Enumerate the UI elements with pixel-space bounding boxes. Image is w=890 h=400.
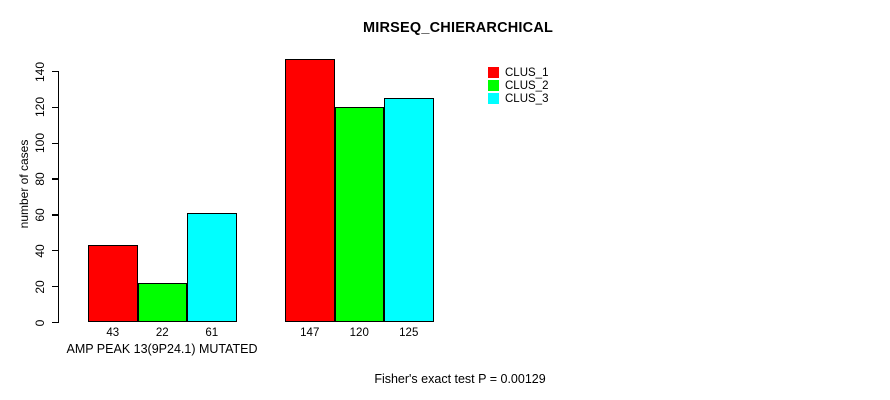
bar-value-label: 125 bbox=[399, 327, 419, 339]
legend-swatch bbox=[488, 80, 499, 91]
y-tick-label: 60 bbox=[33, 208, 47, 222]
bar-clus_2-group2 bbox=[334, 107, 384, 323]
y-axis-line bbox=[58, 71, 60, 323]
bar-clus_1-group2 bbox=[285, 58, 335, 323]
y-tick-label: 0 bbox=[33, 319, 47, 326]
y-axis-label: number of cases bbox=[17, 139, 31, 229]
y-tick-label: 40 bbox=[33, 244, 47, 258]
bar-clus_2-group1 bbox=[137, 283, 187, 323]
y-tick-label: 140 bbox=[33, 61, 47, 82]
y-tick-mark bbox=[51, 106, 59, 109]
bar-clus_3-group2 bbox=[384, 98, 434, 323]
bar-value-label: 22 bbox=[155, 327, 169, 339]
y-tick-mark bbox=[51, 70, 59, 73]
legend: CLUS_1 CLUS_2 CLUS_3 bbox=[488, 66, 548, 105]
chart-title: MIRSEQ_CHIERARCHICAL bbox=[362, 20, 554, 36]
legend-item: CLUS_2 bbox=[488, 79, 548, 92]
footnote: Fisher's exact test P = 0.00129 bbox=[374, 372, 546, 386]
bar-clus_1-group1 bbox=[88, 245, 138, 323]
legend-label: CLUS_1 bbox=[505, 66, 549, 79]
x-axis-label: AMP PEAK 13(9P24.1) MUTATED bbox=[66, 342, 258, 356]
y-tick-mark bbox=[51, 321, 59, 324]
legend-swatch bbox=[488, 93, 499, 104]
y-tick-mark bbox=[51, 214, 59, 216]
y-tick-label: 80 bbox=[33, 172, 47, 186]
y-tick-label: 120 bbox=[33, 97, 47, 118]
y-tick-mark bbox=[51, 250, 59, 252]
legend-item: CLUS_3 bbox=[488, 92, 548, 105]
y-tick-label: 100 bbox=[33, 133, 47, 154]
bar-value-label: 147 bbox=[300, 327, 320, 339]
legend-label: CLUS_3 bbox=[505, 92, 549, 105]
y-tick-mark bbox=[51, 285, 59, 288]
bar-value-label: 43 bbox=[106, 327, 120, 339]
y-tick-mark bbox=[51, 142, 59, 144]
bar-value-label: 120 bbox=[349, 327, 369, 339]
y-tick-label: 20 bbox=[33, 279, 47, 294]
bar-value-label: 61 bbox=[205, 327, 219, 339]
legend-label: CLUS_2 bbox=[505, 79, 549, 92]
bar-clus_3-group1 bbox=[187, 213, 237, 323]
legend-swatch bbox=[488, 67, 499, 78]
legend-item: CLUS_1 bbox=[488, 66, 548, 79]
y-tick-mark bbox=[51, 178, 59, 180]
